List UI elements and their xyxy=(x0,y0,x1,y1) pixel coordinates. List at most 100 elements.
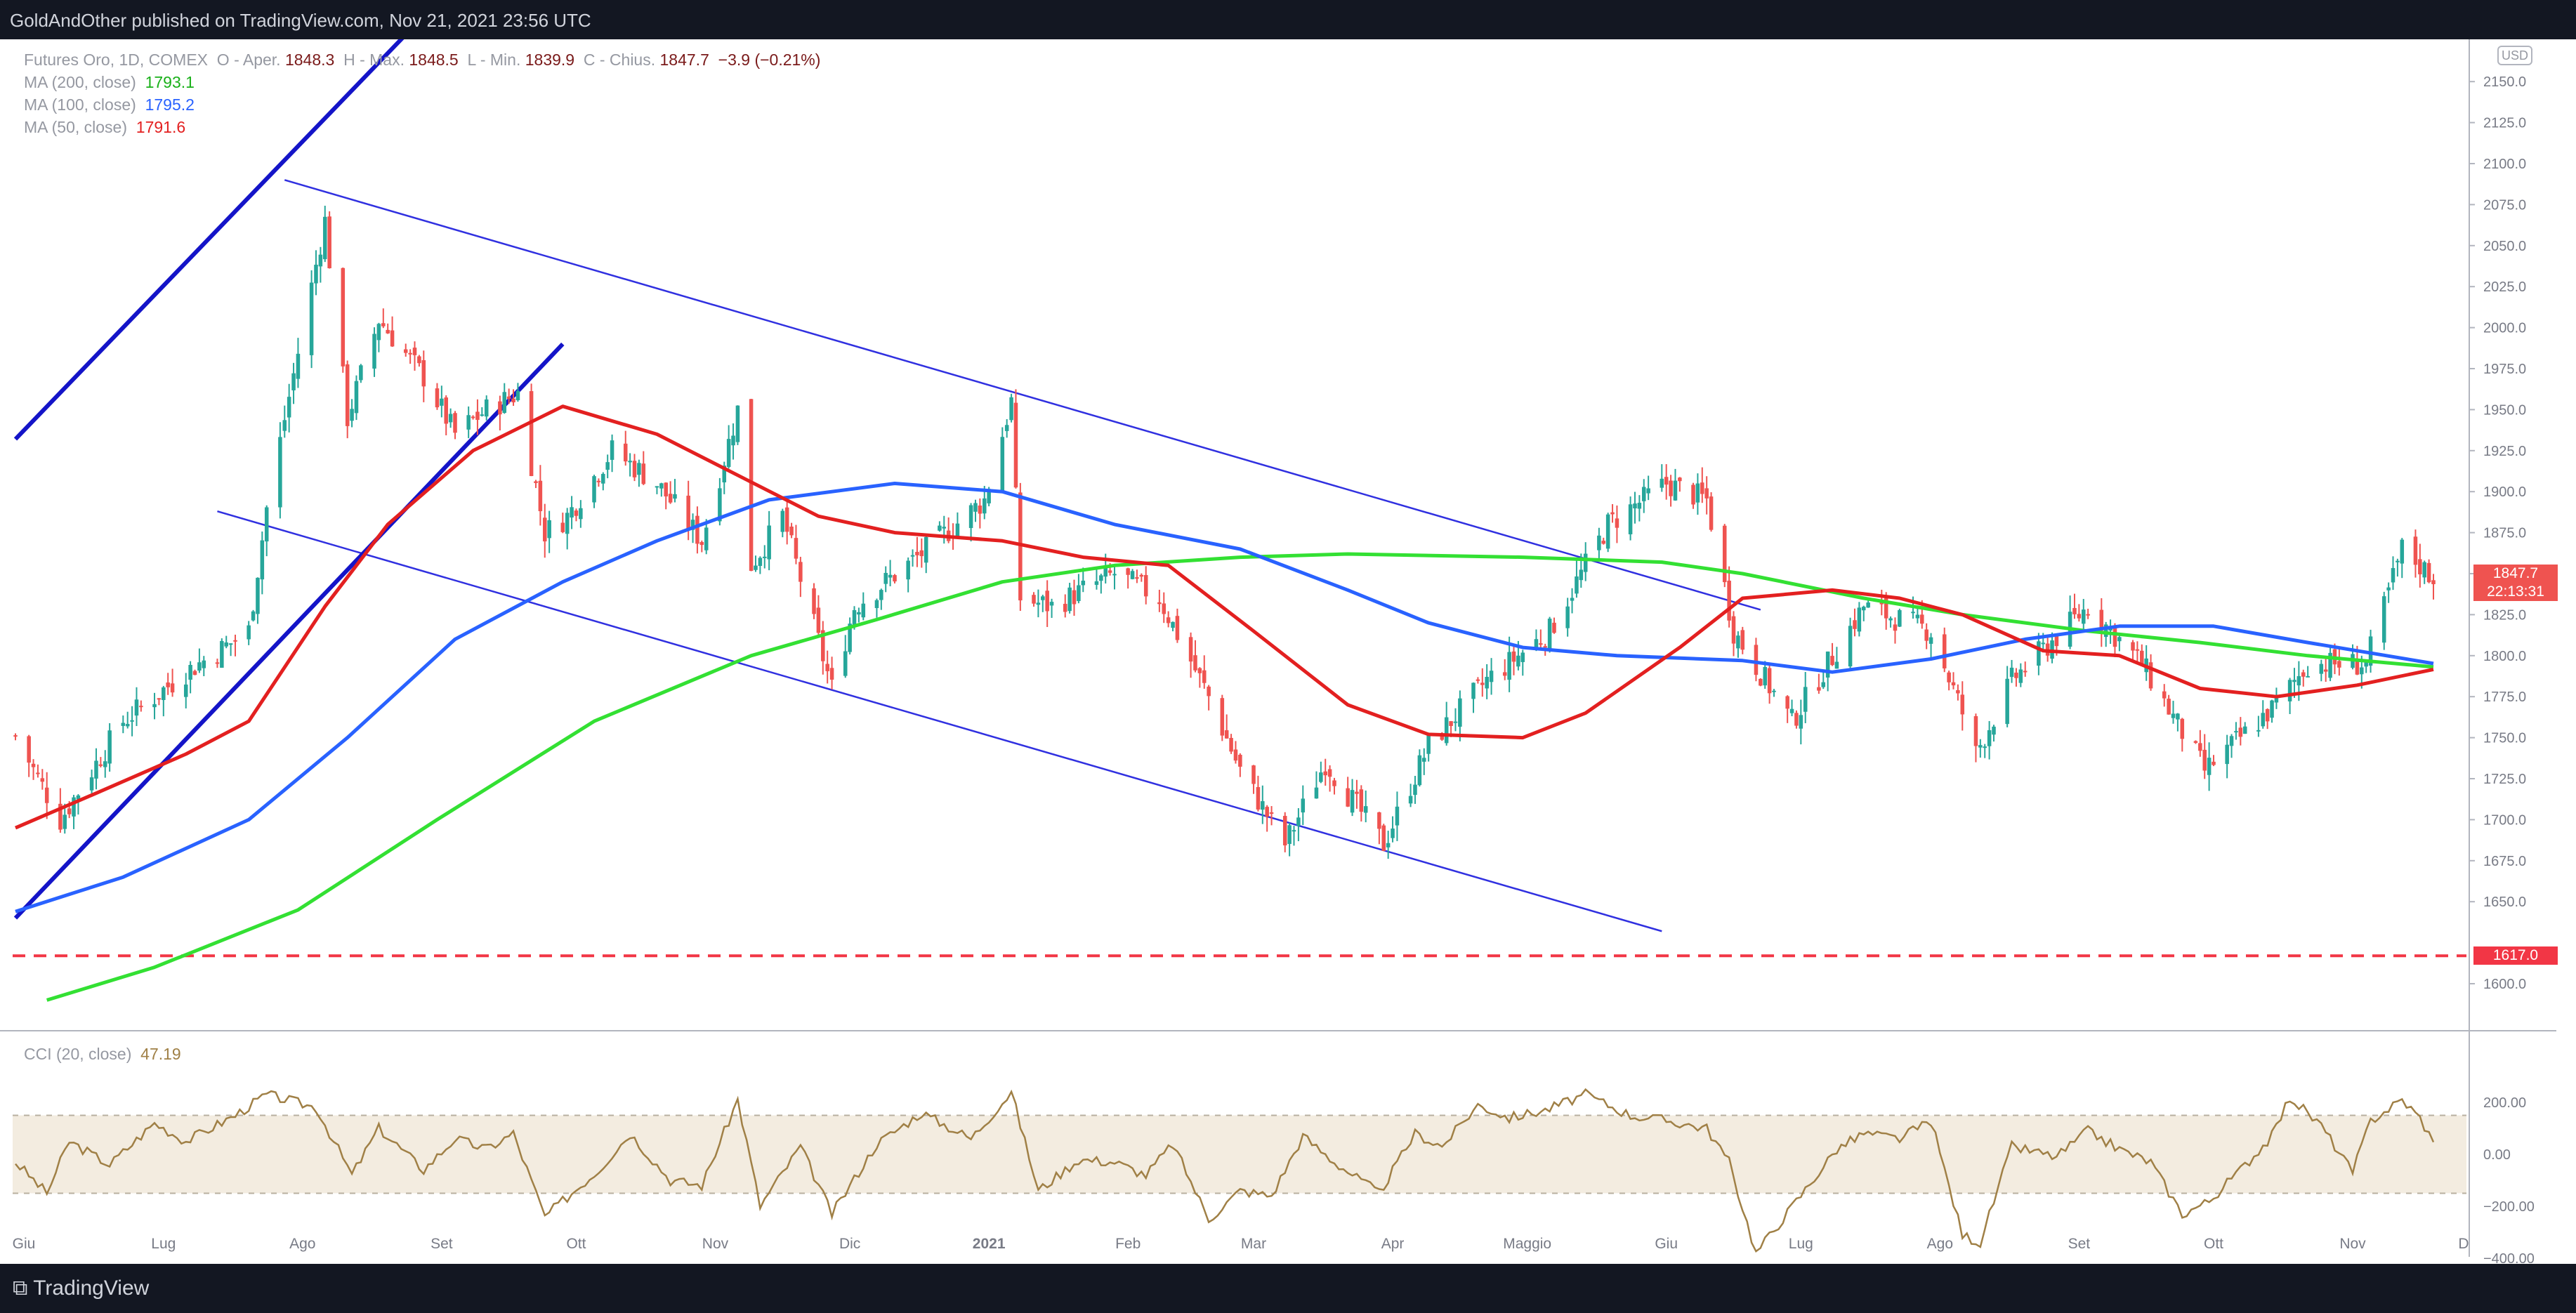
candle[interactable] xyxy=(1261,785,1265,824)
candle[interactable] xyxy=(637,459,641,487)
candle[interactable] xyxy=(2238,717,2243,746)
candle[interactable] xyxy=(125,711,130,729)
candle[interactable] xyxy=(13,733,18,741)
candle[interactable] xyxy=(2162,684,2167,707)
candle[interactable] xyxy=(1511,645,1516,675)
candle[interactable] xyxy=(1171,621,1175,632)
candle[interactable] xyxy=(1759,678,1763,687)
candle[interactable] xyxy=(162,685,166,717)
candle[interactable] xyxy=(1251,765,1256,794)
candle[interactable] xyxy=(893,574,897,584)
candle[interactable] xyxy=(1830,642,1834,666)
candle[interactable] xyxy=(570,496,574,529)
candle[interactable] xyxy=(291,362,296,404)
candle[interactable] xyxy=(1077,574,1081,604)
candle[interactable] xyxy=(1063,594,1067,618)
candle[interactable] xyxy=(1924,623,1928,649)
candle[interactable] xyxy=(1426,734,1431,762)
candle[interactable] xyxy=(403,343,408,357)
candle[interactable] xyxy=(1610,503,1615,523)
candle[interactable] xyxy=(94,748,98,790)
candle[interactable] xyxy=(2117,634,2122,652)
candle[interactable] xyxy=(1350,779,1355,817)
candle[interactable] xyxy=(1314,771,1319,799)
candle[interactable] xyxy=(1013,389,1018,489)
candle[interactable] xyxy=(825,650,829,684)
candle[interactable] xyxy=(381,308,386,329)
candle[interactable] xyxy=(98,757,103,768)
candle[interactable] xyxy=(874,598,879,618)
candle[interactable] xyxy=(2400,538,2405,579)
candle[interactable] xyxy=(754,555,758,572)
candle[interactable] xyxy=(664,482,668,510)
candle[interactable] xyxy=(1754,638,1759,682)
candle[interactable] xyxy=(484,395,489,421)
ma50-line[interactable] xyxy=(15,404,2434,830)
candle[interactable] xyxy=(1269,806,1274,826)
candle[interactable] xyxy=(1018,482,1023,612)
candle[interactable] xyxy=(1983,744,1987,758)
candle[interactable] xyxy=(1552,617,1556,634)
candle[interactable] xyxy=(1799,699,1803,745)
cci-line[interactable] xyxy=(15,1088,2435,1253)
candle[interactable] xyxy=(1413,775,1417,804)
chart-svg[interactable]: 2150.0 2125.0 2100.0 2075.0 2050.0 2025.0 2000… xyxy=(0,39,2576,1264)
candle[interactable] xyxy=(821,621,825,675)
candle[interactable] xyxy=(1951,672,1956,690)
candle[interactable] xyxy=(2426,559,2431,583)
candle[interactable] xyxy=(861,592,866,621)
candle[interactable] xyxy=(735,405,740,445)
candle[interactable] xyxy=(699,540,704,553)
candle[interactable] xyxy=(1009,393,1013,423)
candle[interactable] xyxy=(63,803,67,834)
candle[interactable] xyxy=(794,524,799,565)
candle[interactable] xyxy=(1256,775,1261,812)
candle[interactable] xyxy=(1570,588,1575,614)
candle[interactable] xyxy=(1207,685,1211,711)
candle[interactable] xyxy=(264,505,269,557)
candle[interactable] xyxy=(1857,602,1862,637)
candle[interactable] xyxy=(1821,671,1826,690)
candle[interactable] xyxy=(2176,713,2180,732)
candle[interactable] xyxy=(1888,616,1893,628)
candle[interactable] xyxy=(192,669,197,675)
candle[interactable] xyxy=(1605,513,1610,553)
candle[interactable] xyxy=(359,364,363,383)
candle[interactable] xyxy=(1301,785,1306,825)
candle[interactable] xyxy=(906,557,910,593)
candle[interactable] xyxy=(1915,607,1920,623)
candle[interactable] xyxy=(1458,690,1462,741)
candle[interactable] xyxy=(883,566,888,593)
candle[interactable] xyxy=(1660,464,1664,492)
candle[interactable] xyxy=(287,383,291,433)
candle[interactable] xyxy=(345,360,350,439)
candle[interactable] xyxy=(1094,567,1099,590)
candle[interactable] xyxy=(1848,617,1853,671)
candle[interactable] xyxy=(1628,496,1633,541)
candle[interactable] xyxy=(1502,659,1507,680)
candle[interactable] xyxy=(1565,598,1570,637)
candle[interactable] xyxy=(296,338,301,388)
chart-area[interactable]: 2150.0 2125.0 2100.0 2075.0 2050.0 2025.0 2000… xyxy=(0,39,2576,1264)
candle[interactable] xyxy=(529,383,534,477)
candle[interactable] xyxy=(1884,592,1888,630)
candle[interactable] xyxy=(973,499,978,522)
candle[interactable] xyxy=(2225,734,2229,779)
candle[interactable] xyxy=(1803,671,1808,723)
candle[interactable] xyxy=(130,706,134,737)
candle[interactable] xyxy=(2256,715,2261,737)
candle[interactable] xyxy=(1489,658,1494,695)
candle[interactable] xyxy=(247,621,251,645)
candle[interactable] xyxy=(2364,661,2368,673)
candle[interactable] xyxy=(1709,492,1714,532)
candle[interactable] xyxy=(534,480,538,489)
candle[interactable] xyxy=(498,395,502,431)
candle[interactable] xyxy=(2023,661,2028,677)
candle[interactable] xyxy=(2148,654,2153,691)
ma100-line[interactable] xyxy=(15,482,2434,913)
candle[interactable] xyxy=(1004,418,1009,438)
candle[interactable] xyxy=(1036,589,1041,618)
candle[interactable] xyxy=(2171,701,2176,724)
candle[interactable] xyxy=(1973,713,1978,763)
candle[interactable] xyxy=(2112,623,2117,657)
